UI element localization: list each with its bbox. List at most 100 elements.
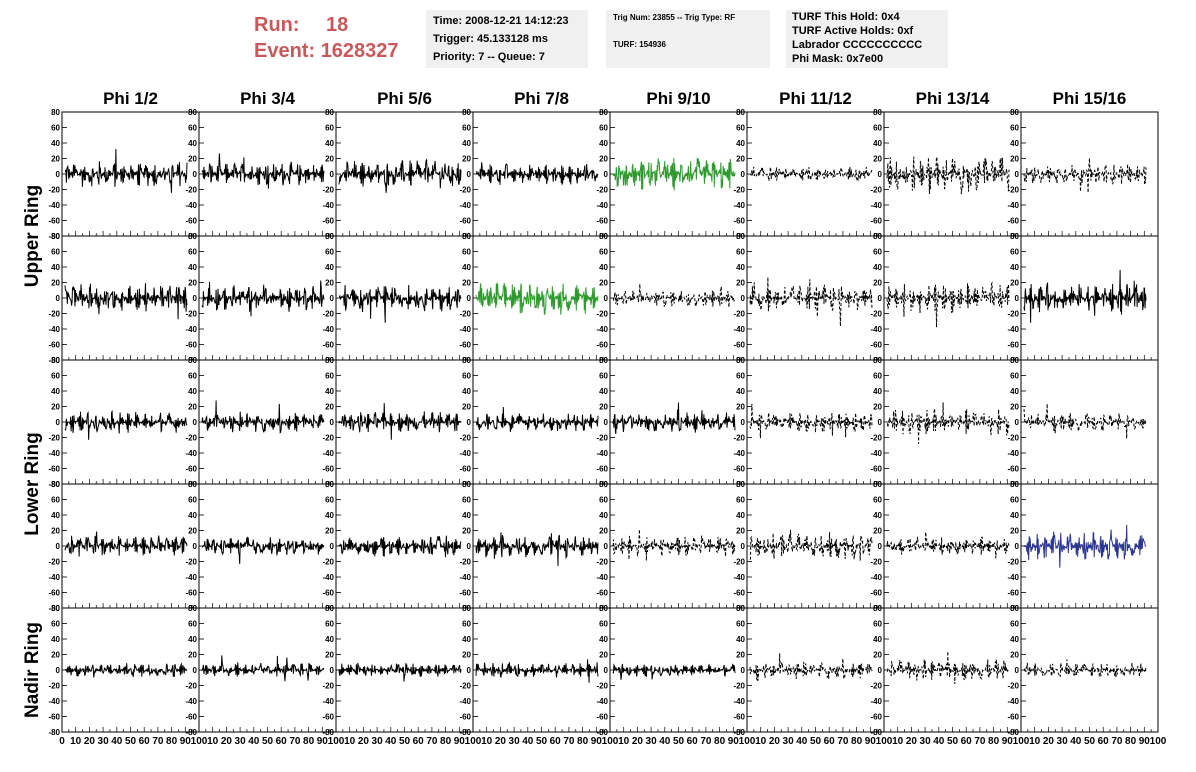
y-tick-label: 60 <box>51 124 60 133</box>
column-title: Phi 11/12 <box>779 89 852 108</box>
y-tick-label: 0 <box>330 294 335 303</box>
x-tick-label: 40 <box>659 736 671 747</box>
waveform-trace <box>64 148 188 193</box>
y-tick-label: -60 <box>459 217 471 226</box>
y-tick-label: 20 <box>188 279 197 288</box>
x-tick-label: 100 <box>465 736 482 747</box>
y-tick-label: 20 <box>736 155 745 164</box>
x-tick-label: 100 <box>602 736 619 747</box>
y-tick-label: 0 <box>1015 294 1020 303</box>
y-tick-label: 40 <box>599 387 608 396</box>
y-tick-label: -20 <box>870 434 882 443</box>
y-tick-label: 20 <box>325 651 334 660</box>
x-tick-label: 10 <box>481 736 493 747</box>
y-tick-label: 80 <box>325 480 334 489</box>
y-tick-label: 60 <box>325 248 334 257</box>
waveform-trace <box>612 283 736 308</box>
waveform-trace <box>612 157 736 191</box>
y-tick-label: 80 <box>1010 356 1019 365</box>
y-tick-label: 60 <box>1010 620 1019 629</box>
y-tick-label: 60 <box>462 248 471 257</box>
y-tick-label: 0 <box>330 170 335 179</box>
y-tick-label: -20 <box>322 434 334 443</box>
y-tick-label: 60 <box>1010 248 1019 257</box>
y-tick-label: 20 <box>51 279 60 288</box>
y-tick-label: 80 <box>188 604 197 613</box>
x-tick-label: 80 <box>851 736 863 747</box>
y-tick-label: 40 <box>1010 511 1019 520</box>
y-tick-label: 0 <box>56 170 61 179</box>
x-tick-label: 10 <box>70 736 82 747</box>
y-tick-label: 20 <box>599 403 608 412</box>
y-tick-label: -80 <box>322 728 334 737</box>
y-tick-label: -80 <box>870 728 882 737</box>
y-tick-label: -60 <box>733 341 745 350</box>
y-tick-label: 0 <box>193 294 198 303</box>
y-tick-label: 60 <box>736 248 745 257</box>
y-tick-label: -60 <box>322 713 334 722</box>
y-tick-label: 20 <box>462 651 471 660</box>
y-tick-label: 0 <box>604 418 609 427</box>
y-tick-label: -60 <box>185 589 197 598</box>
y-tick-label: 80 <box>1010 480 1019 489</box>
y-tick-label: 20 <box>51 651 60 660</box>
y-tick-label: 60 <box>599 496 608 505</box>
y-tick-label: 60 <box>325 124 334 133</box>
y-tick-label: 80 <box>736 604 745 613</box>
y-tick-label: 60 <box>51 496 60 505</box>
waveform-trace <box>475 532 599 566</box>
y-tick-label: 0 <box>604 542 609 551</box>
y-tick-label: 20 <box>736 403 745 412</box>
y-tick-label: 80 <box>1010 604 1019 613</box>
y-tick-label: -40 <box>596 325 608 334</box>
labrador-text: Labrador CCCCCCCCCC <box>792 39 923 51</box>
x-tick-label: 80 <box>303 736 315 747</box>
y-tick-label: -60 <box>185 341 197 350</box>
run-label: Run: <box>254 14 300 36</box>
y-tick-label: 40 <box>736 387 745 396</box>
y-tick-label: 60 <box>325 620 334 629</box>
y-tick-label: 20 <box>873 155 882 164</box>
x-tick-label: 90 <box>454 736 466 747</box>
y-tick-label: 40 <box>325 511 334 520</box>
y-tick-label: -80 <box>48 604 60 613</box>
y-tick-label: -60 <box>459 589 471 598</box>
y-tick-label: 60 <box>1010 124 1019 133</box>
y-tick-label: 0 <box>741 666 746 675</box>
waveform-trace <box>749 529 873 561</box>
x-tick-label: 40 <box>1070 736 1082 747</box>
y-tick-label: -40 <box>48 201 60 210</box>
y-tick-label: -40 <box>1007 449 1019 458</box>
y-tick-label: 80 <box>873 356 882 365</box>
ring-label: Upper Ring <box>22 185 43 287</box>
y-tick-label: 40 <box>325 263 334 272</box>
y-tick-label: 20 <box>325 403 334 412</box>
ring-label: Lower Ring <box>22 432 43 535</box>
y-tick-label: -40 <box>322 325 334 334</box>
column-title: Phi 13/14 <box>916 89 990 108</box>
y-tick-label: -20 <box>596 186 608 195</box>
y-tick-label: 80 <box>51 480 60 489</box>
y-tick-label: 60 <box>462 372 471 381</box>
y-tick-label: -60 <box>322 465 334 474</box>
y-tick-label: 80 <box>599 232 608 241</box>
y-tick-label: 60 <box>873 248 882 257</box>
y-tick-label: 20 <box>873 403 882 412</box>
y-tick-label: -40 <box>733 325 745 334</box>
y-tick-label: 20 <box>1010 279 1019 288</box>
y-tick-label: 60 <box>462 620 471 629</box>
x-tick-label: 20 <box>84 736 96 747</box>
y-tick-label: 0 <box>604 170 609 179</box>
trig-info-box: Trig Num: 23855 -- Trig Type: RF TURF: 1… <box>606 10 770 68</box>
y-tick-label: 20 <box>873 651 882 660</box>
y-tick-label: 40 <box>462 387 471 396</box>
y-tick-label: 60 <box>873 124 882 133</box>
waveform-trace <box>475 659 599 683</box>
y-tick-label: 80 <box>188 356 197 365</box>
y-tick-label: -40 <box>733 449 745 458</box>
y-tick-label: 60 <box>873 496 882 505</box>
y-tick-label: -60 <box>733 589 745 598</box>
x-tick-label: 70 <box>426 736 438 747</box>
y-tick-label: 0 <box>604 294 609 303</box>
y-tick-label: 60 <box>599 124 608 133</box>
